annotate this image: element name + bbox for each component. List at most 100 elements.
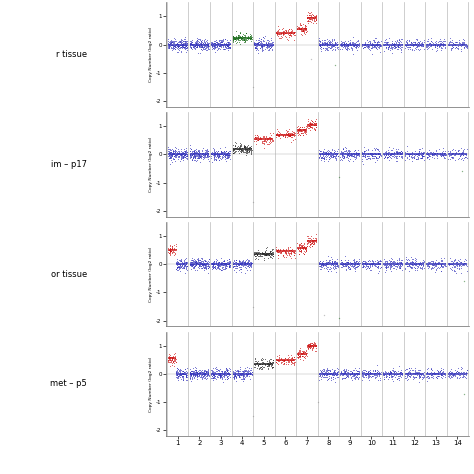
Point: [174, 43, 182, 51]
Point: [166, 246, 173, 254]
Point: [167, 247, 174, 255]
Point: [386, 260, 393, 267]
Point: [229, 141, 237, 149]
Point: [220, 371, 228, 379]
Point: [454, 256, 462, 264]
Point: [203, 39, 210, 47]
Point: [218, 41, 226, 48]
Point: [219, 370, 227, 377]
Point: [310, 342, 318, 349]
Point: [393, 45, 401, 53]
Point: [375, 153, 383, 160]
Point: [280, 27, 287, 35]
Point: [386, 257, 393, 265]
Point: [269, 41, 277, 48]
Point: [182, 38, 189, 46]
Point: [431, 155, 438, 162]
Point: [319, 372, 326, 379]
Point: [259, 132, 267, 139]
Point: [219, 370, 227, 377]
Point: [365, 373, 373, 381]
Point: [222, 43, 229, 50]
Point: [311, 347, 319, 355]
Point: [403, 261, 410, 268]
Point: [215, 263, 222, 271]
Point: [222, 260, 230, 268]
Point: [247, 148, 255, 156]
Point: [286, 31, 293, 38]
Point: [307, 11, 315, 19]
Point: [217, 38, 225, 46]
Point: [440, 369, 448, 377]
Point: [346, 152, 354, 159]
Point: [285, 249, 292, 257]
Point: [242, 38, 249, 46]
Point: [385, 370, 392, 377]
Point: [349, 256, 357, 264]
Point: [273, 126, 281, 133]
Point: [278, 33, 286, 40]
Point: [395, 264, 403, 272]
Point: [384, 45, 392, 52]
Point: [304, 13, 312, 21]
Point: [176, 372, 183, 379]
Point: [242, 29, 250, 36]
Point: [165, 42, 173, 49]
Point: [459, 150, 466, 157]
Point: [387, 149, 394, 157]
Point: [166, 353, 174, 360]
Point: [302, 28, 310, 36]
Point: [321, 368, 329, 375]
Point: [382, 372, 390, 380]
Point: [213, 257, 220, 265]
Point: [173, 260, 181, 267]
Point: [411, 255, 419, 262]
Point: [382, 371, 389, 379]
Point: [237, 145, 245, 153]
Point: [230, 374, 237, 381]
Point: [296, 126, 303, 133]
Point: [324, 42, 331, 50]
Point: [418, 154, 426, 161]
Point: [406, 40, 413, 48]
Point: [427, 37, 435, 45]
Point: [332, 264, 340, 272]
Point: [329, 151, 337, 159]
Point: [323, 260, 330, 267]
Point: [198, 264, 205, 272]
Point: [344, 42, 352, 50]
Point: [370, 149, 377, 157]
Point: [433, 259, 441, 267]
Point: [388, 37, 396, 45]
Point: [344, 37, 351, 45]
Point: [329, 151, 337, 158]
Point: [389, 366, 396, 374]
Point: [321, 369, 328, 377]
Point: [237, 141, 244, 149]
Point: [188, 370, 195, 378]
Point: [365, 37, 373, 45]
Point: [342, 261, 349, 268]
Point: [354, 37, 362, 45]
Point: [176, 370, 184, 378]
Point: [174, 150, 182, 158]
Point: [447, 370, 454, 377]
Point: [213, 43, 220, 50]
Point: [409, 261, 416, 268]
Point: [286, 131, 293, 138]
Point: [364, 42, 371, 50]
Point: [323, 147, 331, 155]
Point: [236, 33, 244, 41]
Point: [201, 369, 208, 377]
Point: [298, 353, 305, 360]
Point: [381, 261, 389, 269]
Point: [372, 261, 379, 268]
Point: [211, 43, 219, 50]
Point: [258, 42, 266, 49]
Point: [436, 367, 444, 374]
Point: [258, 43, 265, 51]
Point: [382, 263, 390, 271]
Point: [296, 247, 304, 255]
Point: [166, 248, 174, 255]
Point: [198, 263, 205, 270]
